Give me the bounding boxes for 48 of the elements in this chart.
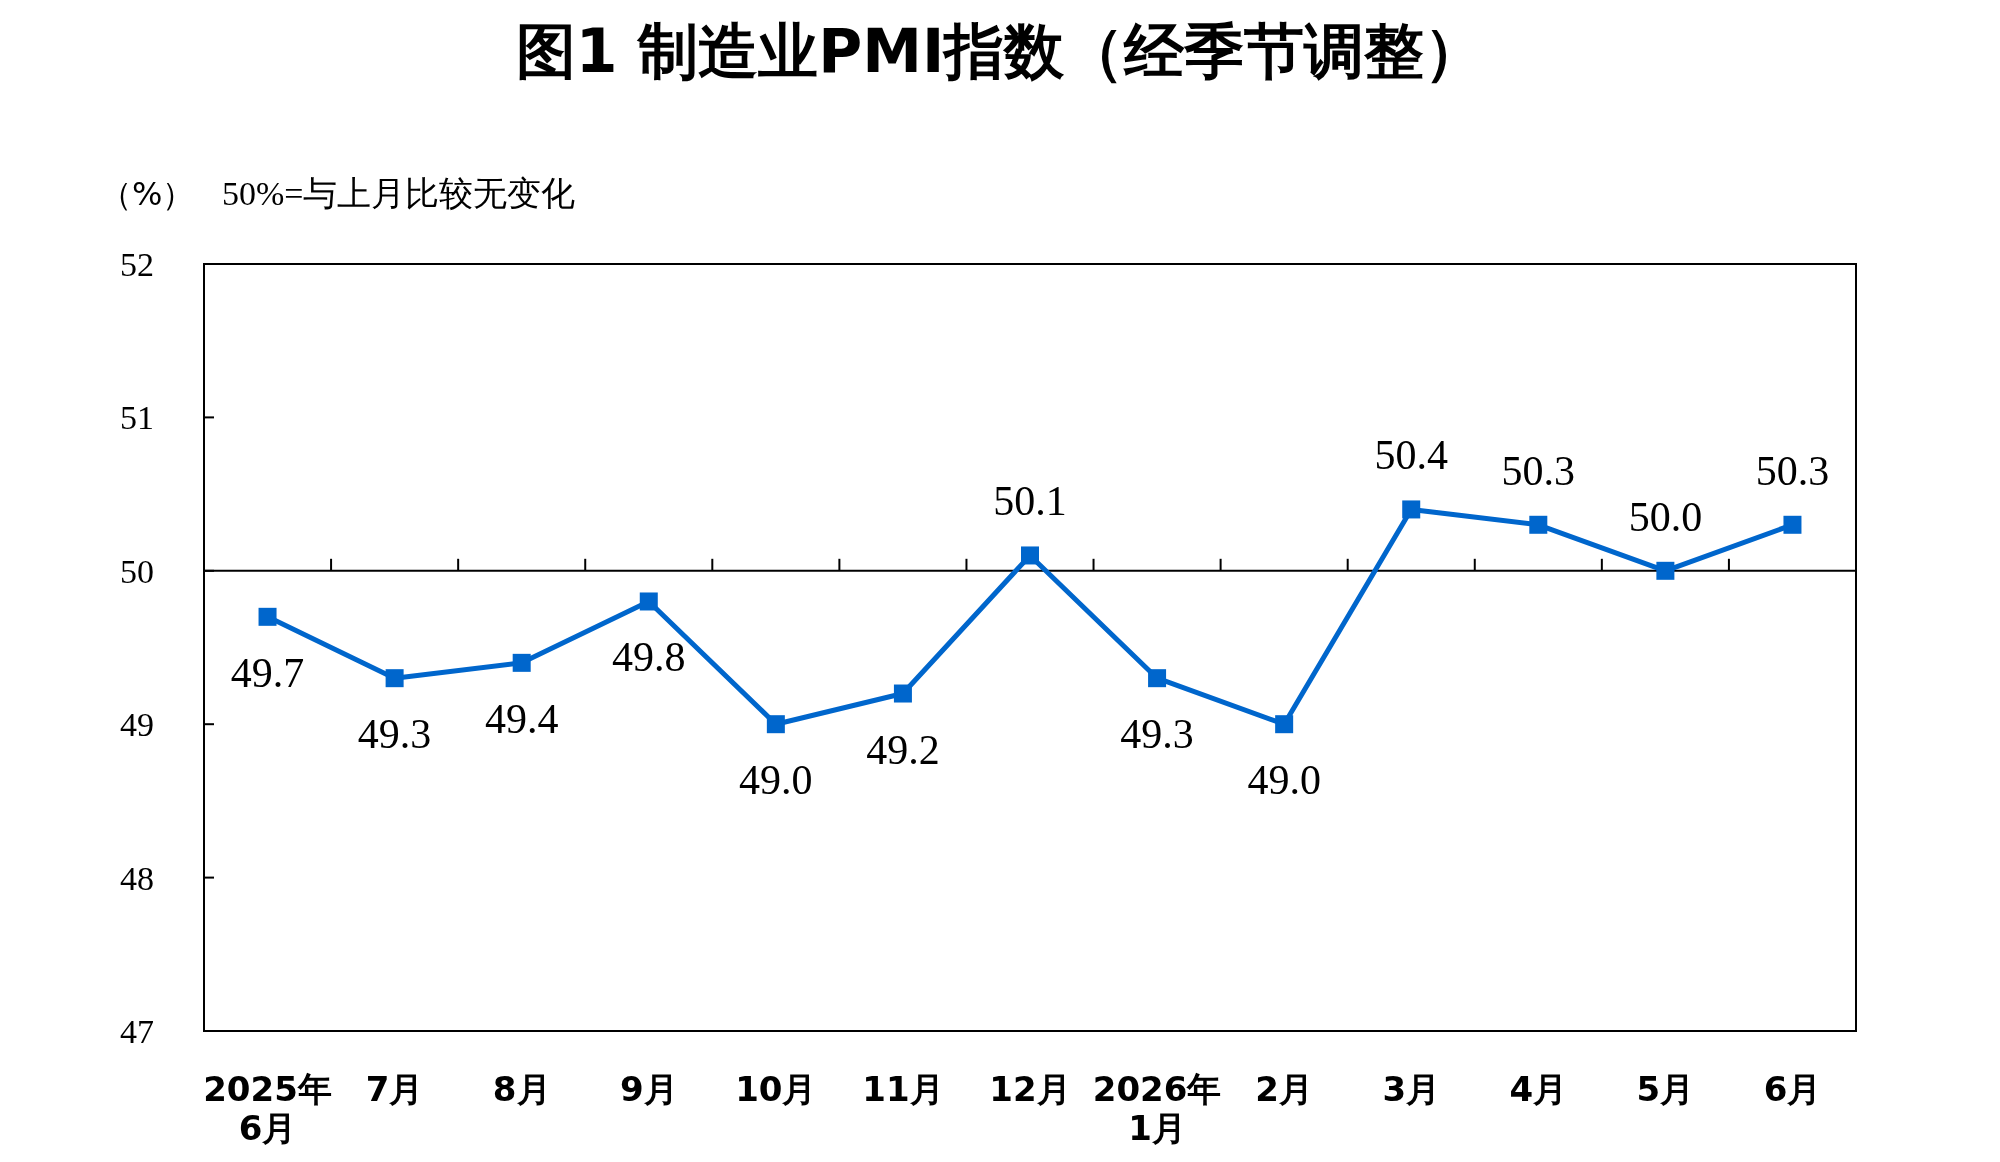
x-tick-label: 12月 [989,1069,1071,1109]
x-tick-label: 11月 [862,1069,944,1109]
data-label: 49.2 [866,726,940,773]
data-label: 50.1 [993,478,1067,525]
point [512,653,531,672]
point [258,607,277,626]
y-tick-label: 48 [120,859,154,897]
x-tick-label: 10月 [735,1069,817,1109]
x-tick-label: 7月 [365,1069,424,1109]
point [1402,500,1421,519]
x-tick-label: 6月 [1763,1069,1822,1109]
data-label: 49.3 [1120,711,1194,758]
y-axis-title: （%） [100,175,195,213]
data-label: 50.4 [1374,432,1448,479]
text: 50%=与上月比较无变化 [222,175,576,212]
point [1529,515,1548,534]
point [893,684,912,703]
point [1783,515,1802,534]
data-label: 49.7 [230,649,305,696]
x-tick-label: 2026年 1月 [1092,1069,1222,1149]
point [1656,561,1675,580]
point [1148,669,1167,688]
x-tick-label: 2月 [1255,1069,1313,1109]
x-tick-label: 3月 [1382,1069,1441,1109]
data-label: 50.3 [1501,447,1576,494]
x-tick-label: 2025年 6月 [203,1069,332,1149]
y-tick-label: 52 [120,246,154,283]
data-label: 49.8 [612,634,686,681]
y-tick-label: 49 [120,706,154,744]
chart-title: 图1 制造业PMI指数（经季节调整） [515,16,1485,86]
data-label: 49.4 [484,695,559,742]
x-tick-label: 5月 [1636,1069,1695,1109]
x-tick-label: 4月 [1509,1069,1568,1109]
point [1275,715,1294,734]
data-label: 49.0 [1247,757,1321,804]
y-tick-label: 50 [120,552,154,590]
data-label: 49.0 [739,757,813,804]
data-label: 49.3 [357,711,432,758]
point [766,715,785,734]
x-tick-label: 9月 [619,1069,678,1109]
point [1021,546,1039,565]
point [385,669,404,688]
y-tick-label: 51 [120,399,154,437]
x-tick-label: 8月 [492,1069,551,1109]
y-tick-label: 47 [120,1013,154,1050]
data-label: 50.0 [1628,493,1703,540]
point [639,592,658,611]
data-label: 50.3 [1755,447,1830,494]
